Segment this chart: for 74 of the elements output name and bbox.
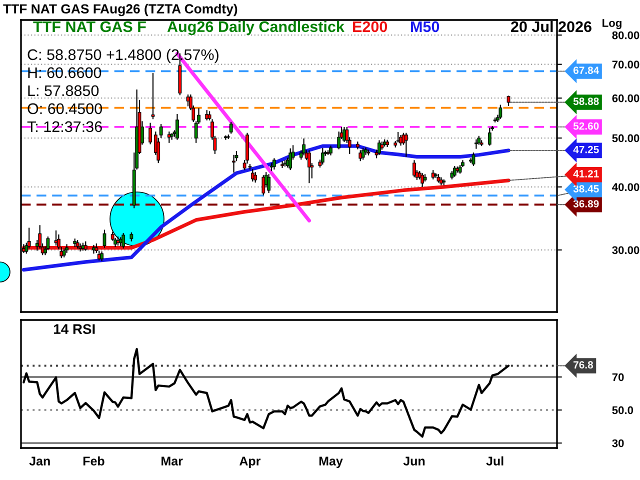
y-tick-label: 40.00 <box>612 183 640 192</box>
candlestick <box>361 147 365 160</box>
annotation: T: 12:37:36 <box>27 121 102 132</box>
candlestick <box>254 172 258 184</box>
y-tick-label: 50.0 <box>612 406 634 414</box>
candlestick <box>308 150 311 184</box>
candlestick <box>378 140 381 156</box>
candlestick <box>262 174 266 196</box>
text: M50 <box>411 21 440 32</box>
text: Log <box>602 19 622 30</box>
annotation: 41.21 <box>573 170 599 178</box>
candlestick <box>412 160 416 178</box>
annotation: 47.25 <box>573 146 599 154</box>
candlestick <box>84 240 88 252</box>
candlestick <box>229 121 233 134</box>
candlestick <box>100 250 104 262</box>
annotation: L: 57.8850 <box>28 85 99 96</box>
candlestick <box>288 148 292 171</box>
candlestick <box>280 160 284 169</box>
x-tick-label: May <box>319 456 343 468</box>
candlestick <box>205 110 209 121</box>
candlestick <box>167 131 171 144</box>
candlestick <box>78 242 82 252</box>
line-series <box>22 144 510 272</box>
y-tick-label: 30 <box>612 439 624 448</box>
candlestick <box>506 95 510 107</box>
annotation: 58.88 <box>573 98 599 106</box>
x-tick-label: Apr <box>239 456 261 468</box>
candlestick <box>399 134 402 146</box>
annotation: TTF NAT GAS F <box>33 21 146 32</box>
y-tick-label: 60.00 <box>612 94 640 102</box>
y-tick-label: 70 <box>612 373 624 382</box>
candlestick <box>302 138 306 156</box>
candlestick <box>46 236 50 251</box>
chart-title: TTF NAT GAS F <box>3 4 100 14</box>
candlestick <box>272 158 276 170</box>
x-tick-label: Jun <box>403 456 425 466</box>
candlestick <box>472 152 476 167</box>
candlestick <box>148 122 152 145</box>
candlestick <box>337 131 341 150</box>
candlestick <box>320 147 324 166</box>
candlestick <box>176 113 179 140</box>
ref-line-label: 67.84 <box>573 66 600 74</box>
candlestick <box>329 145 332 156</box>
ref-line-label: 52.60 <box>573 122 599 130</box>
candlestick <box>232 154 236 174</box>
candlestick <box>488 127 492 146</box>
x-tick-label: Feb <box>83 456 104 466</box>
candlestick <box>358 150 362 162</box>
candlestick <box>452 165 456 178</box>
annotation: H: 60.6600 <box>28 67 102 78</box>
candlestick <box>434 172 438 178</box>
candlestick <box>27 227 31 250</box>
text: E200 <box>353 21 388 32</box>
text: Aug26 (TZTA Comdty) <box>100 4 238 16</box>
candlestick <box>498 104 502 120</box>
x-tick-label: Mar <box>162 456 183 466</box>
candlestick <box>420 172 424 188</box>
candlestick <box>267 174 270 194</box>
chart-title: 14 RSI <box>54 324 95 334</box>
annotation: Aug26 Daily Candlestick <box>167 20 344 36</box>
candlestick <box>404 132 408 158</box>
y-tick-label: 30.00 <box>612 246 640 254</box>
annotation: 20 Jul 2026 <box>510 20 592 32</box>
ref-line-label: 76.8 <box>574 361 594 369</box>
ref-line-label: 36.89 <box>573 200 599 208</box>
y-tick-label: 50.00 <box>612 134 640 142</box>
ref-line-label: 38.45 <box>573 185 599 192</box>
candlestick <box>159 123 163 139</box>
x-tick-label: Jan <box>29 456 50 466</box>
y-tick-label: 80.00 <box>612 31 640 40</box>
candlestick <box>65 244 68 254</box>
y-tick-label: 70.00 <box>612 60 640 68</box>
x-tick-label: Jul <box>486 456 504 466</box>
